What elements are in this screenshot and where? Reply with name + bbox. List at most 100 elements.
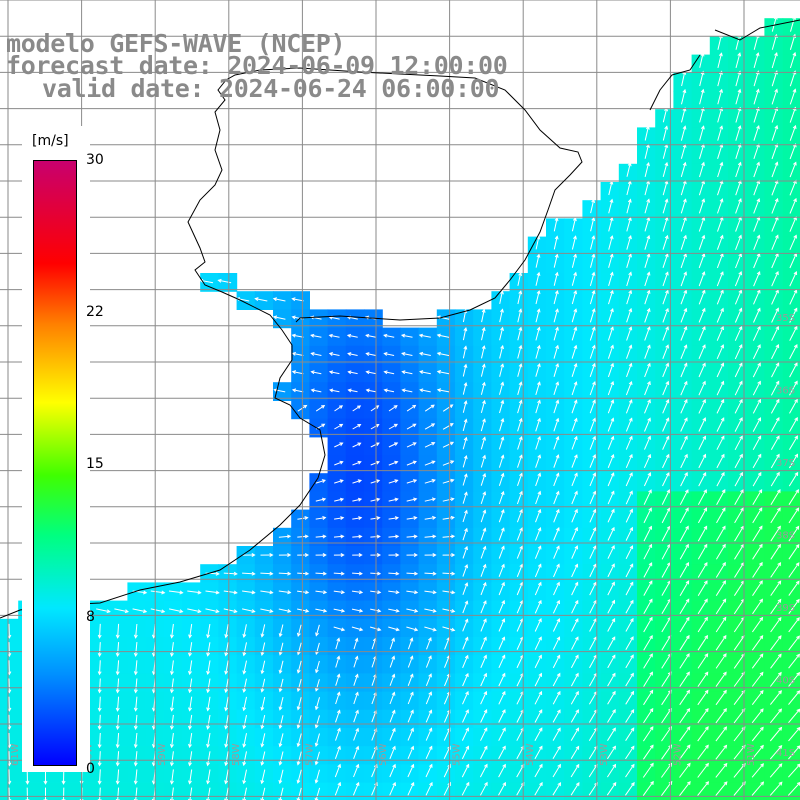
wind-arrow: [97, 751, 102, 767]
wind-arrow: [291, 370, 304, 375]
wind-arrow: [260, 733, 266, 748]
wind-arrow: [770, 616, 782, 633]
wind-arrow: [589, 545, 597, 559]
wind-arrow: [607, 563, 615, 578]
wind-arrow: [352, 534, 363, 539]
wind-arrow: [291, 388, 304, 393]
colorbar: [33, 160, 77, 766]
wind-arrow: [296, 751, 302, 766]
wind-arrow: [570, 782, 580, 796]
wind-arrow: [625, 636, 634, 650]
wind-arrow: [752, 471, 762, 487]
colorbar-tick-15: 15: [86, 456, 104, 472]
wind-arrow: [370, 553, 382, 558]
wind-arrow: [734, 344, 743, 360]
wind-arrow: [334, 442, 344, 448]
wind-arrow: [680, 161, 687, 178]
wind-arrow: [570, 763, 580, 778]
wind-arrow: [517, 271, 523, 286]
wind-arrow: [607, 672, 616, 687]
wind-arrow: [242, 571, 256, 576]
wind-arrow: [334, 423, 344, 430]
wind-arrow: [570, 654, 579, 669]
wind-arrow: [589, 417, 596, 432]
wind-arrow: [188, 660, 193, 676]
wind-arrow: [625, 545, 634, 560]
wind-arrow: [400, 333, 413, 338]
wind-arrow: [315, 590, 328, 595]
wind-arrow: [644, 417, 651, 432]
wind-arrow: [571, 563, 579, 578]
wind-arrow: [335, 691, 341, 705]
wind-arrow: [771, 124, 779, 141]
colorbar-tick-22: 22: [86, 304, 104, 320]
wind-arrow: [462, 690, 469, 705]
wind-arrow: [187, 608, 202, 614]
wind-arrow: [644, 399, 651, 414]
wind-arrow: [553, 527, 560, 541]
wind-arrow: [679, 634, 690, 651]
wind-arrow: [571, 508, 578, 523]
wind-arrow: [751, 671, 764, 687]
wind-arrow: [534, 727, 543, 741]
wind-arrow: [334, 405, 344, 412]
wind-arrow: [643, 525, 652, 542]
wind-arrow: [480, 472, 487, 486]
wind-arrow: [242, 751, 247, 767]
wind-arrow: [589, 326, 596, 341]
wind-arrow: [644, 161, 650, 178]
wind-arrow: [424, 460, 436, 466]
wind-arrow: [789, 234, 797, 251]
wind-arrow: [716, 453, 725, 469]
title-model: modelo GEFS-WAVE (NCEP): [6, 29, 346, 58]
wind-arrow: [424, 442, 436, 448]
wind-arrow: [133, 732, 138, 749]
wind-arrow: [516, 490, 523, 505]
wind-arrow: [644, 435, 651, 450]
wind-arrow: [205, 590, 220, 595]
wind-arrow: [534, 709, 543, 723]
wind-arrow: [625, 709, 635, 723]
wind-arrow: [661, 507, 671, 524]
wind-arrow: [717, 125, 724, 141]
wind-arrow: [553, 381, 560, 396]
wind-arrow: [662, 307, 669, 323]
wind-arrow: [679, 707, 691, 724]
wind-arrow: [662, 399, 670, 414]
wind-arrow: [498, 490, 505, 505]
wind-arrow: [715, 689, 727, 706]
wind-arrow: [424, 571, 437, 576]
wind-arrow: [205, 608, 220, 614]
wind-arrow: [680, 471, 688, 487]
wind-arrow: [571, 636, 579, 650]
lon-label: 55W: [452, 743, 463, 766]
wind-arrow: [534, 581, 542, 596]
wind-arrow: [278, 608, 292, 613]
lon-label: 57W: [304, 743, 315, 766]
wind-arrow: [462, 509, 468, 523]
wind-arrow: [679, 525, 689, 542]
wind-arrow: [552, 636, 561, 650]
wind-arrow: [96, 608, 111, 614]
wind-arrow: [680, 362, 688, 378]
wind-arrow: [242, 553, 256, 558]
wind-arrow: [717, 88, 723, 105]
wind-arrow: [571, 435, 578, 450]
wind-arrow: [498, 563, 505, 577]
wind-arrow: [717, 106, 723, 123]
wind-arrow: [553, 271, 559, 286]
wind-arrow: [206, 733, 211, 749]
wind-arrow: [353, 655, 359, 668]
wind-arrow: [553, 581, 560, 596]
wind-arrow: [206, 696, 211, 712]
wind-arrow: [608, 308, 614, 323]
wind-arrow: [442, 460, 455, 466]
wind-arrow: [480, 745, 488, 760]
wind-arrow: [480, 399, 486, 414]
wind-arrow: [607, 508, 615, 523]
wind-arrow: [535, 472, 542, 487]
wind-arrow: [753, 52, 760, 69]
wind-arrow: [170, 623, 174, 639]
wind-arrow: [625, 563, 634, 578]
wind-arrow: [608, 253, 614, 268]
